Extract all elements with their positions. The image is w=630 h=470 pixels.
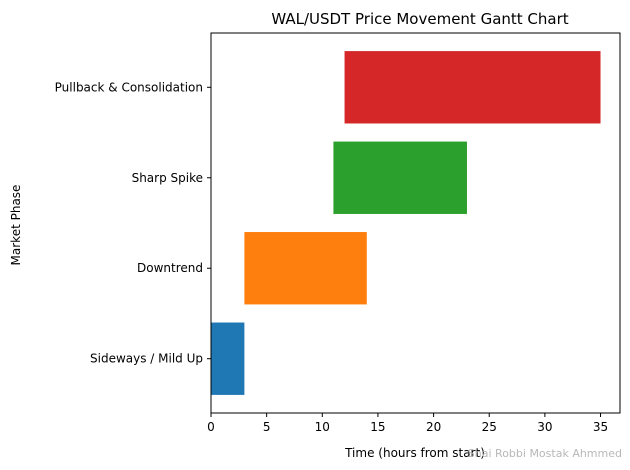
x-tick-label-3: 15	[370, 420, 385, 434]
y-tick-label-1: Downtrend	[137, 261, 203, 275]
x-tick-label-2: 10	[315, 420, 330, 434]
bar-1	[244, 232, 367, 305]
y-axis-label: Market Phase	[9, 185, 23, 266]
y-tick-label-3: Pullback & Consolidation	[55, 80, 203, 94]
axes-frame	[210, 32, 621, 414]
x-axis-label: Time (hours from start)	[344, 446, 485, 460]
x-tick-label-5: 25	[482, 420, 497, 434]
y-tick-label-2: Sharp Spike	[132, 171, 203, 185]
bar-2	[333, 141, 467, 214]
plot-area: 0 5 10 15 20 25 30 35 Sideways / Mild Up Downtren…	[55, 32, 621, 434]
bar-0	[211, 322, 245, 395]
y-tick-label-0: Sideways / Mild Up	[90, 352, 203, 366]
x-tick-label-1: 5	[263, 420, 271, 434]
x-tick-label-6: 30	[537, 420, 552, 434]
x-tick-label-7: 35	[593, 420, 608, 434]
x-tick-label-4: 20	[426, 420, 441, 434]
watermark: Shai Robbi Mostak Ahmmed	[468, 447, 622, 460]
bar-3	[344, 51, 601, 124]
chart-title: WAL/USDT Price Movement Gantt Chart	[271, 10, 568, 28]
x-tick-label-0: 0	[207, 420, 215, 434]
